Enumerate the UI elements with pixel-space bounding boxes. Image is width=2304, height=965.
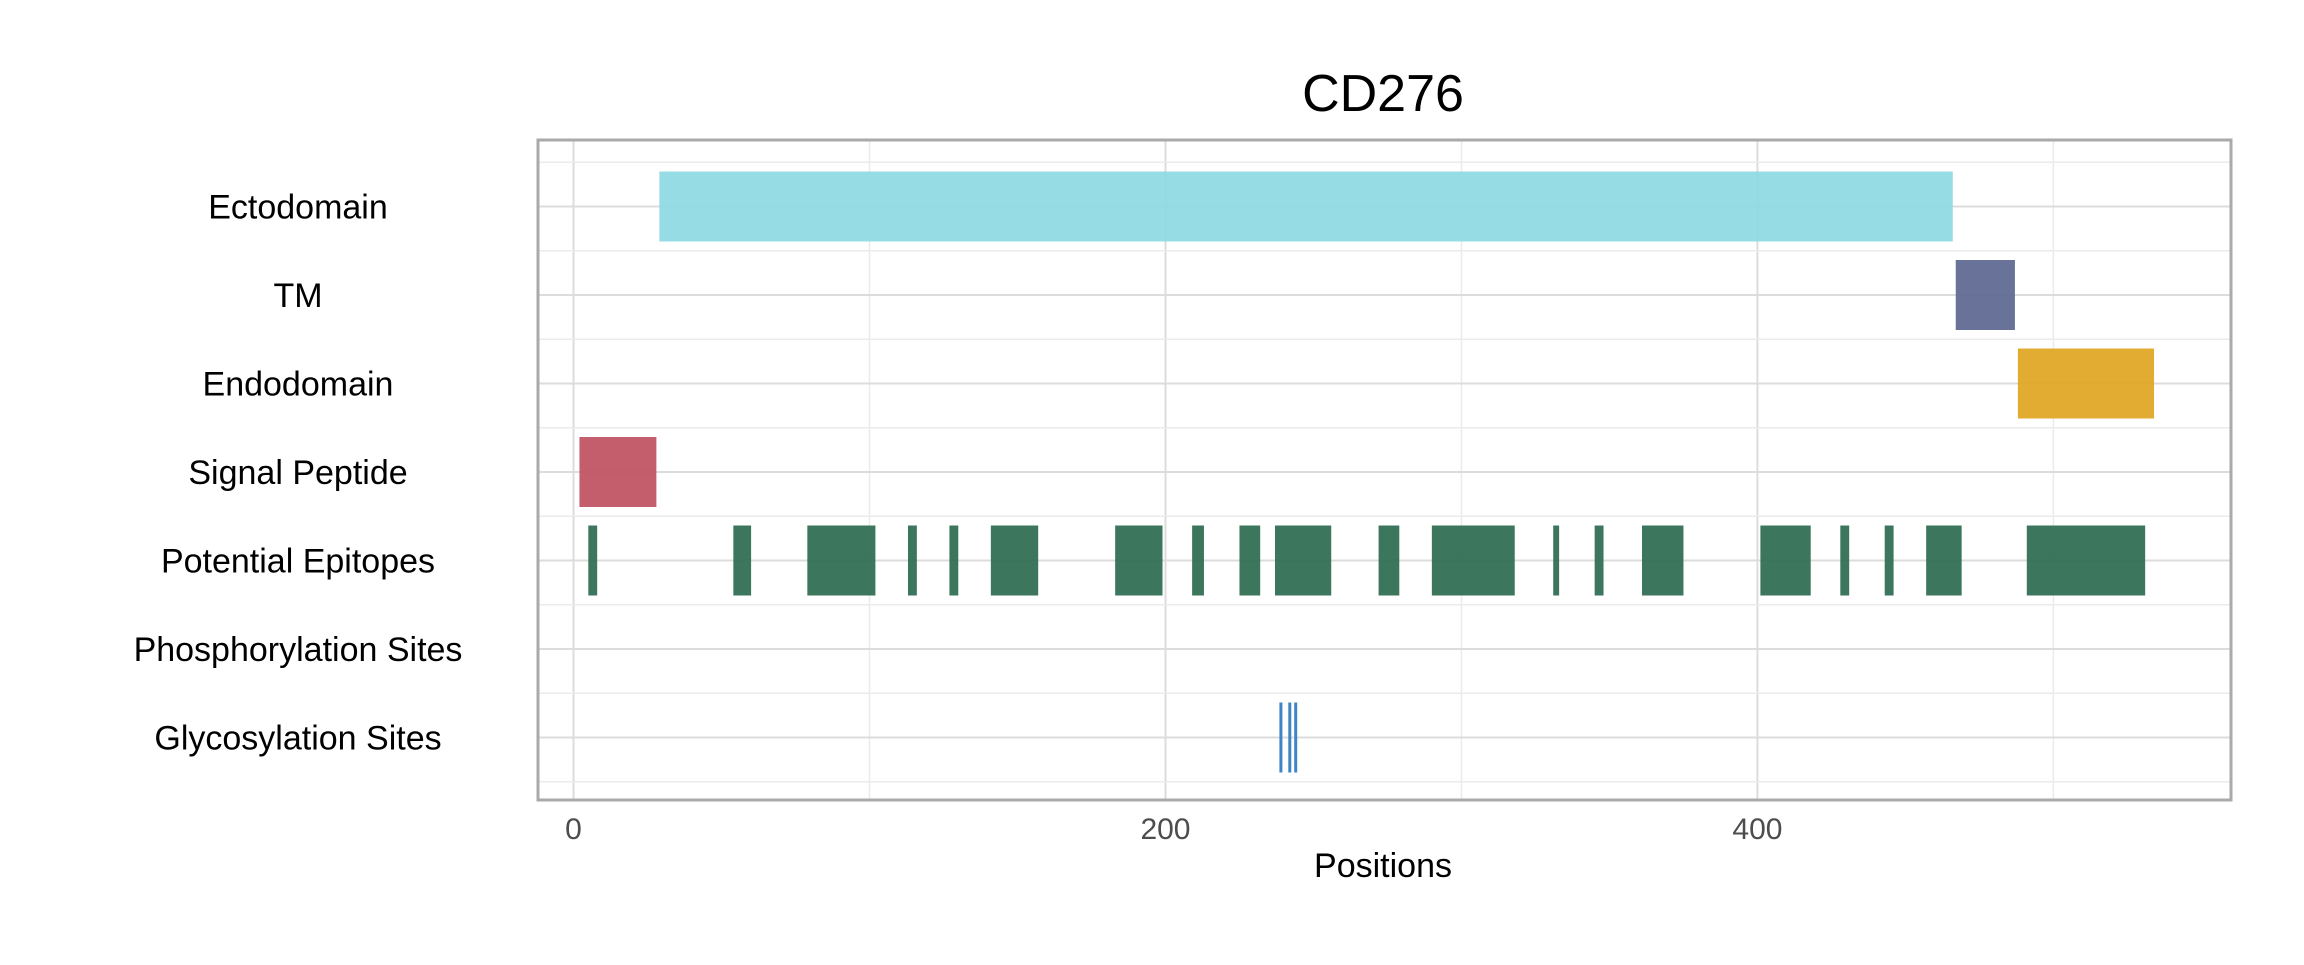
x-axis-tick-labels: 0 200 400 xyxy=(565,813,1782,846)
potential-epitopes-segment xyxy=(1239,525,1261,596)
x-tick-label: 0 xyxy=(565,813,582,846)
y-label-phosphorylation-sites: Phosphorylation Sites xyxy=(134,631,463,669)
potential-epitopes-segment xyxy=(1431,525,1515,596)
potential-epitopes-segment xyxy=(1115,525,1163,596)
potential-epitopes-segment xyxy=(990,525,1039,596)
y-axis-labels: Ectodomain TM Endodomain Signal Peptide Pote… xyxy=(134,189,463,758)
potential-epitopes-segment xyxy=(1274,525,1332,596)
potential-epitopes-segment xyxy=(2026,525,2146,596)
potential-epitopes-segment xyxy=(588,525,598,596)
potential-epitopes-segment xyxy=(907,525,917,596)
potential-epitopes-segment xyxy=(1926,525,1962,596)
grid-layer xyxy=(538,140,2231,800)
endodomain-segment xyxy=(2017,348,2155,419)
y-label-tm: TM xyxy=(273,277,322,315)
y-label-signal-peptide: Signal Peptide xyxy=(188,454,407,492)
potential-epitopes-segment xyxy=(1594,525,1604,596)
potential-epitopes-segment xyxy=(1760,525,1811,596)
potential-epitopes-segment xyxy=(807,525,876,596)
y-label-potential-epitopes: Potential Epitopes xyxy=(161,543,435,581)
potential-epitopes-segment xyxy=(1642,525,1684,596)
tm-segment xyxy=(1955,260,2015,330)
potential-epitopes-segment xyxy=(1192,525,1204,596)
potential-epitopes-segment xyxy=(1884,525,1894,596)
panel-border xyxy=(536,138,2233,802)
marks-layer xyxy=(579,171,2155,773)
ectodomain-segment xyxy=(659,171,1953,242)
potential-epitopes-segment xyxy=(1840,525,1850,596)
y-label-ectodomain: Ectodomain xyxy=(208,189,388,227)
y-label-endodomain: Endodomain xyxy=(203,366,394,404)
potential-epitopes-segment xyxy=(1553,525,1560,596)
potential-epitopes-segment xyxy=(949,525,959,596)
y-label-glycosylation-sites: Glycosylation Sites xyxy=(154,720,441,758)
signal-peptide-segment xyxy=(579,437,657,507)
x-axis-label: Positions xyxy=(1314,847,1452,885)
potential-epitopes-segment xyxy=(1378,525,1400,596)
chart-title: CD276 xyxy=(1302,65,1464,123)
x-tick-label: 200 xyxy=(1140,813,1190,846)
potential-epitopes-segment xyxy=(733,525,752,596)
x-tick-label: 400 xyxy=(1732,813,1782,846)
